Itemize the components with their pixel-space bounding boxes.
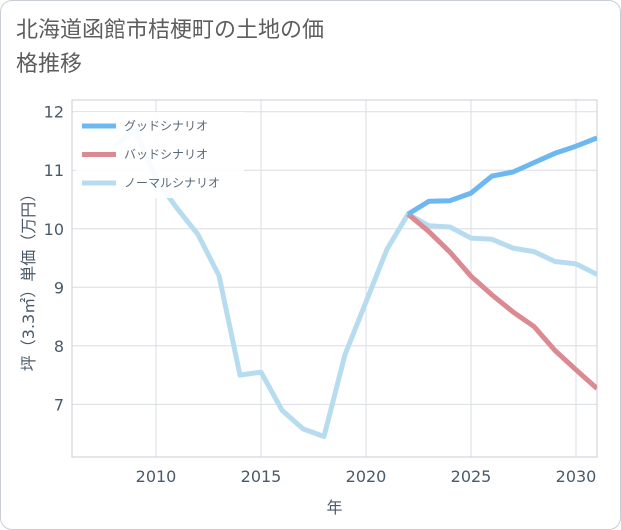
x-tick-label: 2030 — [556, 467, 597, 486]
legend-item-label[interactable]: グッドシナリオ — [124, 119, 208, 133]
x-tick-label: 2015 — [241, 467, 282, 486]
series-line-1 — [406, 212, 597, 391]
x-axis-ticks: 2010 2015 2020 2025 2030 — [136, 467, 597, 486]
y-tick-label: 11 — [44, 161, 64, 180]
y-tick-label: 12 — [44, 103, 64, 122]
chart-title: 北海道函館市桔梗町の土地の価格推移 — [16, 18, 325, 77]
y-tick-label: 10 — [44, 220, 64, 239]
x-tick-label: 2020 — [346, 467, 387, 486]
y-axis-ticks: 7 8 9 10 11 12 — [44, 103, 64, 415]
x-axis-label: 年 — [326, 498, 342, 517]
y-tick-label: 8 — [54, 337, 64, 356]
x-tick-label: 2010 — [136, 467, 177, 486]
y-tick-label: 9 — [54, 278, 64, 297]
series-lines — [112, 126, 597, 439]
legend-item-label[interactable]: バッドシナリオ — [124, 148, 208, 162]
y-axis-label: 坪（3.3㎡）単価（万円） — [19, 186, 38, 371]
series-line-2 — [112, 126, 597, 439]
plot-frame — [71, 99, 598, 458]
series-line-0 — [406, 135, 597, 217]
x-tick-label: 2025 — [451, 467, 492, 486]
y-tick-label: 7 — [54, 395, 64, 414]
legend-item-label[interactable]: ノーマルシナリオ — [124, 176, 220, 190]
